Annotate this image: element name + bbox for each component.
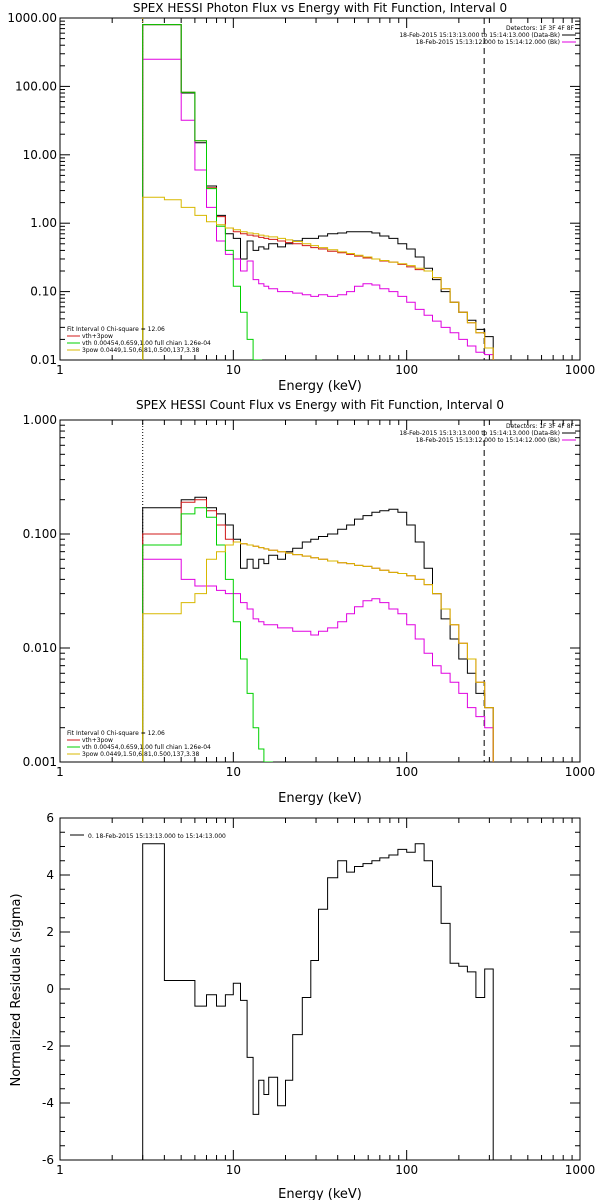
count-flux-title: SPEX HESSI Count Flux vs Energy with Fit… <box>136 398 504 412</box>
count-flux-axes-frame <box>59 419 581 763</box>
count-flux-ytick-label: 0.010 <box>23 641 57 655</box>
count-flux-xlabel: Energy (keV) <box>278 791 362 806</box>
photon-flux-fit-3pow: 3pow 0.0449,1.50,6.81,0.500,137,3.38 <box>82 347 200 354</box>
photon-flux-xtick-label: 10 <box>226 363 241 377</box>
count-flux-legend-bk: 18-Feb-2015 15:13:12.000 to 15:14:12.000… <box>416 437 560 444</box>
count-flux-ytick-label: 0.001 <box>23 755 57 769</box>
residuals-series-0 <box>142 843 494 1160</box>
photon-flux-panel: SPEX HESSI Photon Flux vs Energy with Fi… <box>7 1 595 394</box>
count-flux-fit-vth: vth 0.00454,0.659,1.00 full chian 1.26e-… <box>82 744 211 751</box>
photon-flux-xtick-label: 100 <box>395 363 418 377</box>
photon-flux-fit-vth: vth 0.00454,0.659,1.00 full chian 1.26e-… <box>82 340 211 347</box>
count-flux-fit-3pow: 3pow 0.0449,1.50,6.81,0.500,137,3.38 <box>82 751 200 758</box>
count-flux-ytick-label: 1.000 <box>23 413 57 427</box>
photon-flux-xlabel: Energy (keV) <box>278 379 362 394</box>
residuals-ytick-label: 4 <box>46 868 54 882</box>
photon-flux-series-4 <box>142 196 494 360</box>
count-flux-xtick-label: 10 <box>226 765 241 779</box>
residuals-ytick-label: -2 <box>42 1039 54 1053</box>
count-flux-plot: 1 10 100 1000 0.001 0.010 0.100 1.000 <box>23 413 596 779</box>
photon-flux-xtick-label: 1 <box>56 363 64 377</box>
photon-flux-series-1 <box>142 58 494 360</box>
count-flux-ytick-label: 0.100 <box>23 527 57 541</box>
residuals-series-group <box>142 843 494 1160</box>
photon-flux-axes-frame <box>59 17 581 361</box>
residuals-panel: 1 10 100 1000 -6 -4 -2 0 2 4 6 Normalized Residual… <box>9 811 595 1200</box>
count-flux-series-1 <box>142 558 494 762</box>
count-flux-fit-vth3pow: vth+3pow <box>82 737 113 744</box>
residuals-ytick-label: 6 <box>46 811 54 825</box>
residuals-plot: 1 10 100 1000 -6 -4 -2 0 2 4 6 <box>42 811 595 1177</box>
photon-flux-ytick-label: 0.10 <box>30 285 57 299</box>
photon-flux-ytick-label: 100.00 <box>15 79 57 93</box>
residuals-xlabel: Energy (keV) <box>278 1187 362 1200</box>
photon-flux-series-group <box>142 24 494 360</box>
count-flux-xtick-label: 1000 <box>565 765 596 779</box>
photon-flux-ytick-label: 1.00 <box>30 216 57 230</box>
photon-flux-fit-header: Fit Interval 0 Chi-square = 12.06 <box>67 326 165 333</box>
residuals-ylabel: Normalized Residuals (sigma) <box>9 893 24 1086</box>
residuals-ytick-label: -6 <box>42 1153 54 1167</box>
photon-flux-legend-data-bk: 18-Feb-2015 15:13:13.000 to 15:14:13.000… <box>399 32 560 39</box>
photon-flux-plot: 1 10 100 1000 0.01 0.10 1.00 10.00 100.00 1000.00 <box>7 11 595 377</box>
count-flux-xtick-label: 1 <box>56 765 64 779</box>
photon-flux-title: SPEX HESSI Photon Flux vs Energy with Fi… <box>133 1 507 15</box>
residuals-ytick-label: 2 <box>46 925 54 939</box>
count-flux-legend-data-bk: 18-Feb-2015 15:13:13.000 to 15:14:13.000… <box>399 430 560 437</box>
residuals-ytick-label: 0 <box>46 982 54 996</box>
residuals-xtick-label: 1 <box>56 1163 64 1177</box>
count-flux-series-4 <box>142 541 494 762</box>
residuals-legend-entry: 0. 18-Feb-2015 15:13:13.000 to 15:14:13.… <box>88 833 226 840</box>
photon-flux-legend-bk: 18-Feb-2015 15:13:12.000 to 15:14:12.000… <box>416 39 560 46</box>
photon-flux-xtick-label: 1000 <box>565 363 596 377</box>
photon-flux-ytick-label: 1000.00 <box>7 11 57 25</box>
photon-flux-ytick-label: 0.01 <box>30 353 57 367</box>
count-flux-legend-header: Detectors: 1F 3F 4F 8F <box>506 423 575 430</box>
count-flux-series-3 <box>142 507 273 762</box>
photon-flux-ytick-label: 10.00 <box>23 148 57 162</box>
count-flux-series-group <box>142 496 494 762</box>
count-flux-panel: SPEX HESSI Count Flux vs Energy with Fit… <box>23 398 596 806</box>
residuals-xtick-label: 100 <box>395 1163 418 1177</box>
photon-flux-fit-vth3pow: vth+3pow <box>82 333 113 340</box>
count-flux-fit-header: Fit Interval 0 Chi-square = 12.06 <box>67 730 165 737</box>
count-flux-xtick-label: 100 <box>395 765 418 779</box>
residuals-xtick-label: 1000 <box>565 1163 596 1177</box>
photon-flux-legend-header: Detectors: 1F 3F 4F 8F <box>506 25 575 32</box>
residuals-ytick-label: -4 <box>42 1096 54 1110</box>
residuals-xtick-label: 10 <box>226 1163 241 1177</box>
